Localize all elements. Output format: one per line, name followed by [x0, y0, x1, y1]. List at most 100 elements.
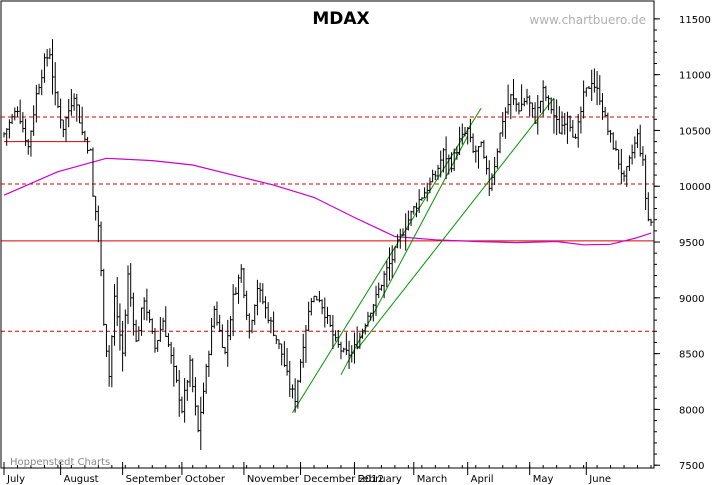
x-tick-label: October [185, 474, 226, 485]
price-bar [434, 170, 438, 181]
x-tick-label: July [6, 474, 25, 485]
price-bar [254, 304, 257, 325]
price-bar [362, 328, 365, 339]
price-bar [224, 346, 228, 355]
price-bar [389, 247, 392, 281]
price-bar [119, 303, 123, 351]
price-bar [202, 382, 206, 415]
price-bar [176, 365, 179, 383]
price-bar [140, 307, 144, 336]
price-bar [364, 323, 368, 335]
price-bar [248, 313, 252, 339]
price-bar [116, 276, 120, 326]
price-bar [539, 100, 543, 113]
price-bar [227, 319, 230, 367]
price-bar [165, 306, 168, 337]
price-bar [386, 260, 390, 288]
price-bar [264, 296, 268, 319]
price-bar [418, 189, 422, 213]
price-bar [402, 228, 406, 237]
price-bar [518, 102, 522, 115]
price-bar [251, 319, 255, 334]
price-bar [65, 116, 69, 142]
price-bar [78, 104, 82, 124]
price-bar [585, 87, 589, 97]
price-bar [553, 98, 557, 134]
price-bar [235, 287, 239, 295]
price-bar [216, 301, 220, 326]
price-bar [378, 282, 381, 299]
price-bar [634, 136, 638, 159]
price-bar [442, 148, 446, 173]
price-bar [542, 80, 546, 117]
price-bar [151, 318, 155, 334]
price-bar [105, 324, 109, 358]
price-bar [577, 113, 581, 148]
price-bar [294, 378, 298, 413]
price-bar [558, 106, 562, 134]
price-bar [467, 126, 470, 145]
price-bar [351, 345, 354, 363]
price-bar [281, 343, 284, 366]
price-bar [313, 295, 317, 303]
source-credit: Hoppenstedt Charts [10, 457, 110, 468]
price-bar [49, 48, 53, 60]
price-bar [345, 332, 349, 355]
price-bar [310, 298, 314, 316]
price-bar [132, 292, 136, 336]
price-bar [515, 98, 519, 112]
price-bar [6, 128, 9, 146]
price-bar [138, 326, 141, 342]
price-bar [19, 99, 23, 125]
price-bar [46, 49, 50, 67]
price-bar [534, 102, 538, 124]
price-bar [610, 129, 613, 143]
price-bar [324, 297, 328, 328]
y-tick-label: 11500 [679, 15, 711, 26]
price-bar [394, 246, 398, 263]
price-bar [566, 111, 570, 144]
price-bar [599, 75, 602, 105]
price-bar [424, 187, 427, 199]
price-bar [413, 205, 416, 215]
price-bar [531, 102, 535, 118]
price-bar [205, 363, 209, 394]
price-bar [73, 93, 77, 111]
price-bar [240, 264, 244, 283]
price-bar [92, 147, 96, 197]
price-bar [35, 84, 39, 123]
price-bar [87, 136, 90, 154]
price-bar [572, 119, 576, 138]
price-bar [184, 378, 187, 423]
price-bar [97, 205, 101, 243]
x-tick-label: November [247, 474, 300, 485]
price-bar [130, 263, 133, 307]
price-bar [229, 315, 233, 341]
price-bar [219, 314, 222, 332]
price-bar [372, 304, 376, 322]
price-bar [639, 124, 643, 157]
price-bar [477, 145, 481, 169]
price-bar [601, 93, 605, 120]
price-bar [405, 213, 408, 251]
price-bar [62, 119, 66, 138]
price-bar [335, 330, 338, 342]
price-bar [343, 347, 346, 353]
y-tick-label: 9000 [679, 294, 704, 305]
price-bar [208, 350, 212, 377]
price-bar [607, 112, 611, 136]
price-bar [429, 177, 433, 194]
price-bar [631, 144, 635, 165]
price-bar [332, 315, 336, 349]
y-tick-label: 7500 [679, 461, 704, 472]
price-bar [197, 405, 201, 433]
price-bar [243, 267, 247, 299]
price-bar [461, 123, 465, 145]
price-bar [127, 265, 131, 325]
price-bar [111, 335, 115, 388]
price-bar [14, 107, 17, 121]
price-bar [286, 348, 290, 376]
price-bar [103, 268, 106, 326]
moving-average-series [3, 157, 652, 246]
